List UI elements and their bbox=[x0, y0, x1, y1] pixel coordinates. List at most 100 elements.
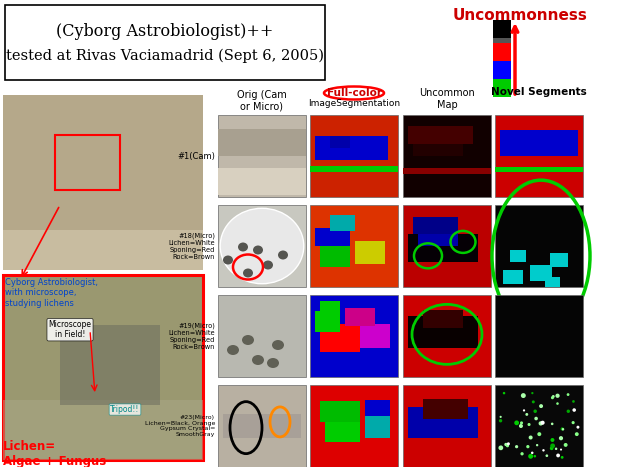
Ellipse shape bbox=[515, 445, 518, 448]
Bar bbox=[408, 234, 478, 262]
Bar bbox=[218, 168, 306, 195]
Ellipse shape bbox=[519, 424, 523, 428]
Text: #18(Micro)
Lichen=White
Sponing=Red
Rock=Brown: #18(Micro) Lichen=White Sponing=Red Rock… bbox=[168, 232, 215, 260]
Bar bbox=[355, 241, 385, 264]
Bar bbox=[403, 205, 491, 287]
Ellipse shape bbox=[534, 455, 536, 458]
Ellipse shape bbox=[556, 453, 560, 457]
Bar bbox=[223, 414, 301, 439]
Ellipse shape bbox=[551, 396, 554, 399]
Bar bbox=[495, 205, 583, 287]
Ellipse shape bbox=[499, 419, 502, 423]
Ellipse shape bbox=[500, 416, 502, 418]
Ellipse shape bbox=[556, 394, 560, 398]
Text: ImageSegmentation: ImageSegmentation bbox=[308, 99, 400, 108]
Ellipse shape bbox=[242, 335, 254, 345]
Bar bbox=[315, 228, 350, 246]
Ellipse shape bbox=[561, 456, 564, 459]
Bar bbox=[315, 135, 388, 160]
Bar bbox=[315, 311, 340, 332]
Text: Full-color: Full-color bbox=[326, 88, 381, 98]
Bar bbox=[403, 295, 491, 377]
Ellipse shape bbox=[223, 255, 233, 264]
Ellipse shape bbox=[531, 392, 534, 394]
Ellipse shape bbox=[531, 452, 534, 454]
Ellipse shape bbox=[561, 427, 564, 431]
Bar bbox=[500, 130, 578, 156]
Ellipse shape bbox=[550, 438, 554, 442]
Ellipse shape bbox=[541, 421, 545, 425]
Bar bbox=[3, 275, 203, 460]
Bar bbox=[60, 325, 160, 405]
Ellipse shape bbox=[521, 393, 526, 398]
Bar bbox=[413, 135, 463, 156]
Bar bbox=[218, 129, 306, 156]
Text: Lichen=
Algae + Fungus
(in Symbiosis): Lichen= Algae + Fungus (in Symbiosis) bbox=[3, 440, 106, 467]
Ellipse shape bbox=[523, 409, 525, 411]
Ellipse shape bbox=[526, 445, 529, 448]
Bar bbox=[320, 242, 350, 267]
Bar bbox=[3, 400, 203, 460]
Bar bbox=[510, 250, 526, 262]
Bar bbox=[218, 385, 306, 467]
Text: #19(Micro)
Lichen=White
Sponing=Red
Rock=Brown: #19(Micro) Lichen=White Sponing=Red Rock… bbox=[168, 322, 215, 350]
Text: tested at Rivas Vaciamadrid (Sept 6, 2005): tested at Rivas Vaciamadrid (Sept 6, 200… bbox=[6, 49, 324, 64]
Ellipse shape bbox=[550, 444, 555, 448]
Bar bbox=[495, 115, 583, 197]
Bar bbox=[493, 79, 511, 97]
Ellipse shape bbox=[572, 400, 575, 403]
Ellipse shape bbox=[542, 449, 545, 452]
Bar bbox=[218, 295, 306, 377]
Ellipse shape bbox=[515, 420, 519, 425]
Ellipse shape bbox=[499, 446, 503, 450]
Bar bbox=[325, 418, 360, 442]
Bar bbox=[310, 166, 398, 172]
Ellipse shape bbox=[528, 454, 533, 459]
Bar bbox=[330, 136, 350, 148]
Bar bbox=[503, 270, 523, 284]
Ellipse shape bbox=[267, 358, 279, 368]
Ellipse shape bbox=[532, 400, 535, 403]
Bar bbox=[493, 61, 511, 79]
Bar bbox=[493, 20, 511, 38]
Ellipse shape bbox=[560, 448, 562, 451]
Bar bbox=[3, 95, 203, 270]
Bar bbox=[320, 301, 340, 316]
Ellipse shape bbox=[506, 444, 509, 447]
Text: Microscope
in Field!: Microscope in Field! bbox=[49, 320, 92, 340]
Bar bbox=[218, 205, 306, 287]
Bar bbox=[330, 215, 355, 231]
Ellipse shape bbox=[556, 402, 559, 405]
Ellipse shape bbox=[278, 250, 288, 260]
Bar bbox=[408, 407, 478, 439]
Ellipse shape bbox=[562, 428, 564, 431]
Bar bbox=[493, 38, 511, 43]
Ellipse shape bbox=[227, 345, 239, 355]
Ellipse shape bbox=[551, 423, 554, 425]
Ellipse shape bbox=[539, 421, 543, 425]
Bar bbox=[408, 126, 473, 144]
Bar bbox=[495, 167, 583, 172]
Bar bbox=[310, 205, 398, 287]
Bar bbox=[495, 385, 583, 467]
Ellipse shape bbox=[253, 246, 263, 255]
Ellipse shape bbox=[555, 447, 557, 450]
Ellipse shape bbox=[550, 446, 554, 450]
Bar bbox=[403, 385, 491, 467]
Ellipse shape bbox=[534, 417, 538, 420]
Ellipse shape bbox=[507, 442, 510, 446]
Ellipse shape bbox=[533, 410, 537, 413]
Ellipse shape bbox=[536, 444, 538, 446]
Ellipse shape bbox=[575, 432, 579, 436]
Bar bbox=[403, 168, 491, 174]
Bar bbox=[218, 115, 306, 197]
Text: Cyborg Astrobiologist,
with microscope,
studying lichens: Cyborg Astrobiologist, with microscope, … bbox=[5, 278, 98, 308]
Ellipse shape bbox=[538, 432, 541, 436]
Ellipse shape bbox=[566, 410, 570, 413]
Text: Tripod!!: Tripod!! bbox=[110, 405, 140, 414]
Bar bbox=[320, 402, 360, 422]
Bar bbox=[345, 308, 375, 326]
Ellipse shape bbox=[272, 340, 284, 350]
Ellipse shape bbox=[220, 208, 304, 284]
Bar bbox=[550, 253, 568, 267]
